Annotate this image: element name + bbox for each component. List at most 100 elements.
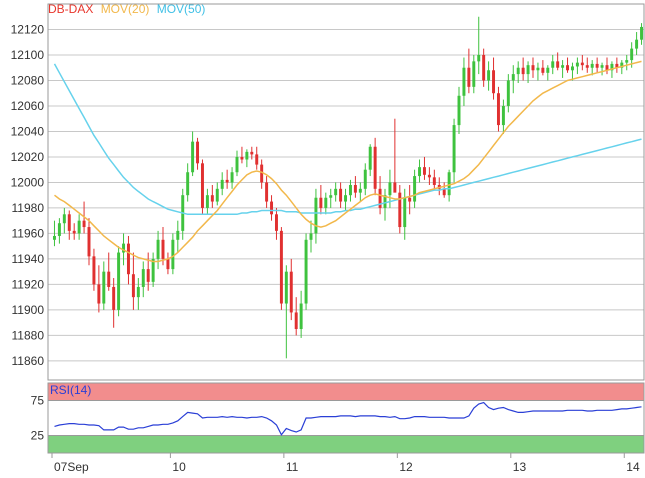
candle-body xyxy=(156,239,160,259)
svg-text:DB-DAX MOV(20) MOV(50): DB-DAX MOV(20) MOV(50) xyxy=(48,2,205,16)
candle-body xyxy=(191,141,195,173)
candle-body xyxy=(348,184,352,196)
main-y-tick-label: 11940 xyxy=(12,252,45,266)
candle-body xyxy=(393,182,397,193)
main-y-tick-labels: 11860 11880 11900 11920 11940 11960 11980 12000… xyxy=(11,22,45,367)
candle-body xyxy=(635,39,639,49)
candle-body xyxy=(186,172,190,196)
candle-body xyxy=(112,286,116,310)
candle-body xyxy=(72,230,76,234)
x-tick-label: 11 xyxy=(286,460,299,474)
candle-body xyxy=(516,67,520,75)
mov20-line xyxy=(54,60,642,263)
candle-body xyxy=(447,172,451,196)
candle-body xyxy=(329,195,333,198)
main-y-tick-label: 12060 xyxy=(11,99,45,113)
candle-body xyxy=(131,274,135,298)
candle-body xyxy=(398,192,402,228)
main-y-tick-label: 11900 xyxy=(12,303,45,317)
candle-body xyxy=(561,65,565,68)
candle-body xyxy=(630,48,634,61)
candle-body xyxy=(551,61,555,68)
candle-body xyxy=(304,239,308,304)
candle-body xyxy=(161,239,165,259)
candle-body xyxy=(546,67,550,73)
candle-body xyxy=(501,105,505,126)
x-tick-label: 14 xyxy=(626,460,640,474)
candle-body xyxy=(541,67,545,73)
main-y-tick-label: 12080 xyxy=(11,73,45,87)
candle-body xyxy=(196,141,200,164)
candle-body xyxy=(260,164,264,183)
candle-body xyxy=(605,65,609,71)
candle-body xyxy=(166,258,170,270)
candle-body xyxy=(442,188,446,196)
legend-mov20: MOV(20) xyxy=(101,2,150,16)
candlestick-series xyxy=(52,16,644,359)
candle-body xyxy=(511,74,515,81)
candle-body xyxy=(294,312,298,330)
rsi-y-tick-label: 25 xyxy=(31,429,45,443)
candle-body xyxy=(595,63,599,68)
candle-body xyxy=(245,151,249,160)
candle-body xyxy=(279,230,283,304)
rsi-line xyxy=(54,401,642,436)
candle-body xyxy=(299,303,303,330)
candle-body xyxy=(432,177,436,185)
main-y-tick-label: 11960 xyxy=(12,226,45,240)
legend-rsi: RSI(14) xyxy=(50,383,91,397)
x-tick-label: 12 xyxy=(399,460,413,474)
candle-body xyxy=(344,195,348,202)
main-y-tick-label: 12120 xyxy=(11,22,45,36)
candle-body xyxy=(353,184,357,193)
rsi-overbought-band xyxy=(48,383,644,401)
candle-body xyxy=(492,70,496,94)
candle-body xyxy=(482,54,486,81)
candle-body xyxy=(418,167,422,177)
candle-body xyxy=(496,93,500,126)
candle-body xyxy=(210,195,214,202)
candle-body xyxy=(82,220,86,228)
candle-body xyxy=(230,172,234,183)
legend-dbdax: DB-DAX xyxy=(48,2,93,16)
main-y-tick-label: 11880 xyxy=(12,328,45,342)
candle-body xyxy=(319,197,323,208)
candle-body xyxy=(107,271,111,287)
candle-body xyxy=(52,235,56,240)
rsi-plot-frame xyxy=(47,382,645,454)
candle-body xyxy=(388,182,392,196)
candle-body xyxy=(363,169,367,189)
main-y-tick-label: 12020 xyxy=(11,150,45,164)
main-y-tick-label: 11860 xyxy=(12,354,45,368)
candle-body xyxy=(225,179,229,183)
candle-body xyxy=(151,258,155,282)
candle-body xyxy=(487,70,491,81)
candle-body xyxy=(477,54,481,62)
candle-body xyxy=(600,65,604,68)
candle-body xyxy=(556,61,560,68)
candle-body xyxy=(250,151,254,155)
candle-body xyxy=(274,214,278,231)
candle-body xyxy=(220,179,224,189)
candle-body xyxy=(408,197,412,202)
candle-body xyxy=(141,269,145,287)
x-tick-label: 10 xyxy=(172,460,186,474)
candle-body xyxy=(640,26,644,40)
candle-body xyxy=(176,230,180,240)
x-tick-label: 13 xyxy=(513,460,527,474)
candle-body xyxy=(472,61,476,87)
candle-body xyxy=(506,80,510,106)
candle-body xyxy=(215,188,219,202)
candle-body xyxy=(585,65,589,68)
candle-body xyxy=(117,252,121,310)
candle-body xyxy=(521,67,525,75)
candle-body xyxy=(97,284,101,304)
rsi-gridlines xyxy=(48,400,644,436)
candle-body xyxy=(235,156,239,173)
candle-body xyxy=(240,156,244,160)
candle-body xyxy=(334,188,338,196)
candle-body xyxy=(339,188,343,202)
candle-body xyxy=(526,65,530,75)
candle-body xyxy=(62,214,66,224)
candle-body xyxy=(536,67,540,71)
